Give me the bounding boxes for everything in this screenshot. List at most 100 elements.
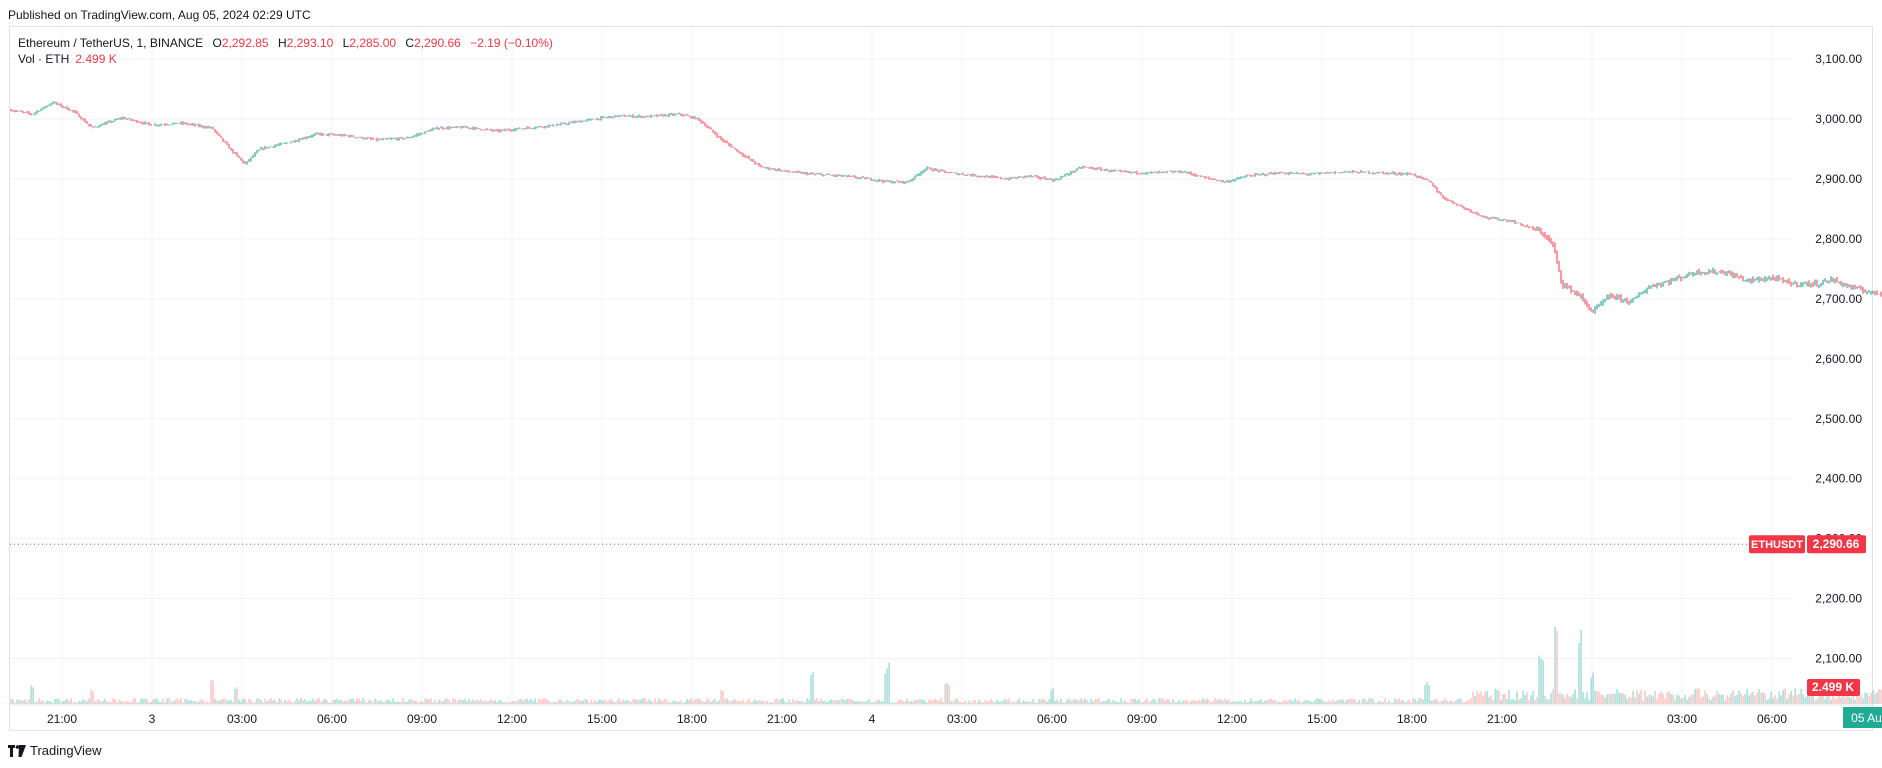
volume-bar	[1436, 699, 1438, 704]
volume-bar	[1468, 699, 1470, 704]
volume-bar	[1266, 700, 1268, 704]
volume-bar	[1360, 702, 1362, 704]
volume-bar	[782, 698, 784, 704]
volume-bar	[1386, 702, 1388, 704]
volume-bar	[1700, 697, 1702, 704]
volume-bar	[350, 698, 352, 704]
volume-bar	[1538, 655, 1540, 704]
volume-bar	[1654, 690, 1656, 704]
volume-bar	[32, 687, 34, 704]
time-tick-label: 12:00	[1217, 712, 1247, 726]
volume-bar	[1860, 694, 1862, 704]
volume-bar	[856, 701, 858, 704]
volume-bar	[1730, 693, 1732, 704]
volume-bar	[220, 699, 222, 704]
volume-bar	[1228, 699, 1230, 704]
tradingview-logo[interactable]: TradingView	[8, 743, 102, 758]
volume-bar	[426, 698, 428, 704]
volume-bar	[1256, 700, 1258, 704]
volume-bar	[524, 698, 526, 704]
volume-bar	[768, 702, 770, 704]
volume-bar	[1708, 698, 1710, 704]
volume-bar	[948, 685, 950, 704]
volume-bar	[1374, 702, 1376, 704]
volume-bar	[198, 701, 200, 704]
volume-bar	[1570, 696, 1572, 704]
volume-bar	[490, 698, 492, 704]
volume-bar	[830, 699, 832, 704]
volume-bar	[752, 701, 754, 704]
volume-bar	[984, 700, 986, 704]
volume-bar	[514, 700, 516, 704]
volume-bar	[1278, 701, 1280, 704]
volume-bar	[1146, 698, 1148, 704]
time-tick-label: 06:00	[317, 712, 347, 726]
volume-bar	[252, 702, 254, 704]
volume-bar	[1880, 689, 1882, 704]
volume-bar	[1734, 696, 1736, 704]
low-value: 2,285.00	[349, 36, 397, 50]
volume-bar	[1658, 693, 1660, 704]
close-label: C	[405, 36, 415, 50]
volume-bar	[738, 700, 740, 704]
volume-bar	[488, 700, 490, 704]
volume-bar	[376, 700, 378, 704]
price-tick-label: 2,800.00	[1815, 232, 1862, 246]
volume-bar	[1434, 699, 1436, 704]
volume-bar	[348, 699, 350, 704]
volume-bar	[882, 700, 884, 704]
volume-bar	[414, 701, 416, 704]
volume-bar	[666, 700, 668, 704]
volume-bar	[430, 698, 432, 704]
volume-bar	[170, 701, 172, 704]
volume-bar	[512, 701, 514, 704]
volume-bar	[1378, 701, 1380, 704]
volume-bar	[542, 698, 544, 704]
volume-bar	[14, 702, 16, 704]
volume-bar	[1128, 702, 1130, 704]
volume-bar	[920, 699, 922, 704]
volume-bar	[172, 701, 174, 704]
volume-bar	[1104, 701, 1106, 704]
volume-bar	[1030, 701, 1032, 704]
volume-bar	[1218, 698, 1220, 704]
volume-bar	[778, 700, 780, 704]
volume-bar	[1790, 690, 1792, 704]
volume-bar	[704, 701, 706, 704]
volume-bar	[890, 702, 892, 704]
volume-bar	[1208, 699, 1210, 704]
volume-bar	[1528, 700, 1530, 704]
volume-bar	[134, 698, 136, 704]
volume-bar	[358, 699, 360, 704]
volume-bar	[1788, 693, 1790, 704]
published-caption: Published on TradingView.com, Aug 05, 20…	[8, 8, 311, 22]
volume-bar	[780, 698, 782, 704]
volume-bar	[1412, 698, 1414, 704]
volume-bar	[1152, 698, 1154, 704]
volume-bar	[1634, 697, 1636, 704]
volume-bar	[810, 675, 812, 704]
volume-bar	[814, 699, 816, 704]
volume-bar	[1342, 699, 1344, 704]
volume-bar	[630, 702, 632, 704]
volume-bar	[1812, 690, 1814, 704]
volume-bar	[504, 702, 506, 704]
volume-bar	[544, 698, 546, 704]
volume-bar	[1222, 700, 1224, 704]
volume-bar	[434, 700, 436, 704]
symbol-label: Ethereum / TetherUS, 1, BINANCE	[18, 36, 204, 50]
volume-bar	[536, 702, 538, 704]
volume-bar	[1446, 700, 1448, 704]
volume-bar	[1644, 690, 1646, 704]
volume-bar	[684, 701, 686, 704]
volume-bar	[736, 700, 738, 704]
volume-bar	[1362, 698, 1364, 704]
volume-bar	[1864, 692, 1866, 704]
volume-bar	[1548, 699, 1550, 704]
volume-bar	[492, 701, 494, 704]
time-tick-label: 21:00	[1487, 712, 1517, 726]
volume-bar	[1186, 700, 1188, 704]
volume-bar	[1502, 694, 1504, 704]
time-tick-label: 4	[869, 712, 876, 726]
